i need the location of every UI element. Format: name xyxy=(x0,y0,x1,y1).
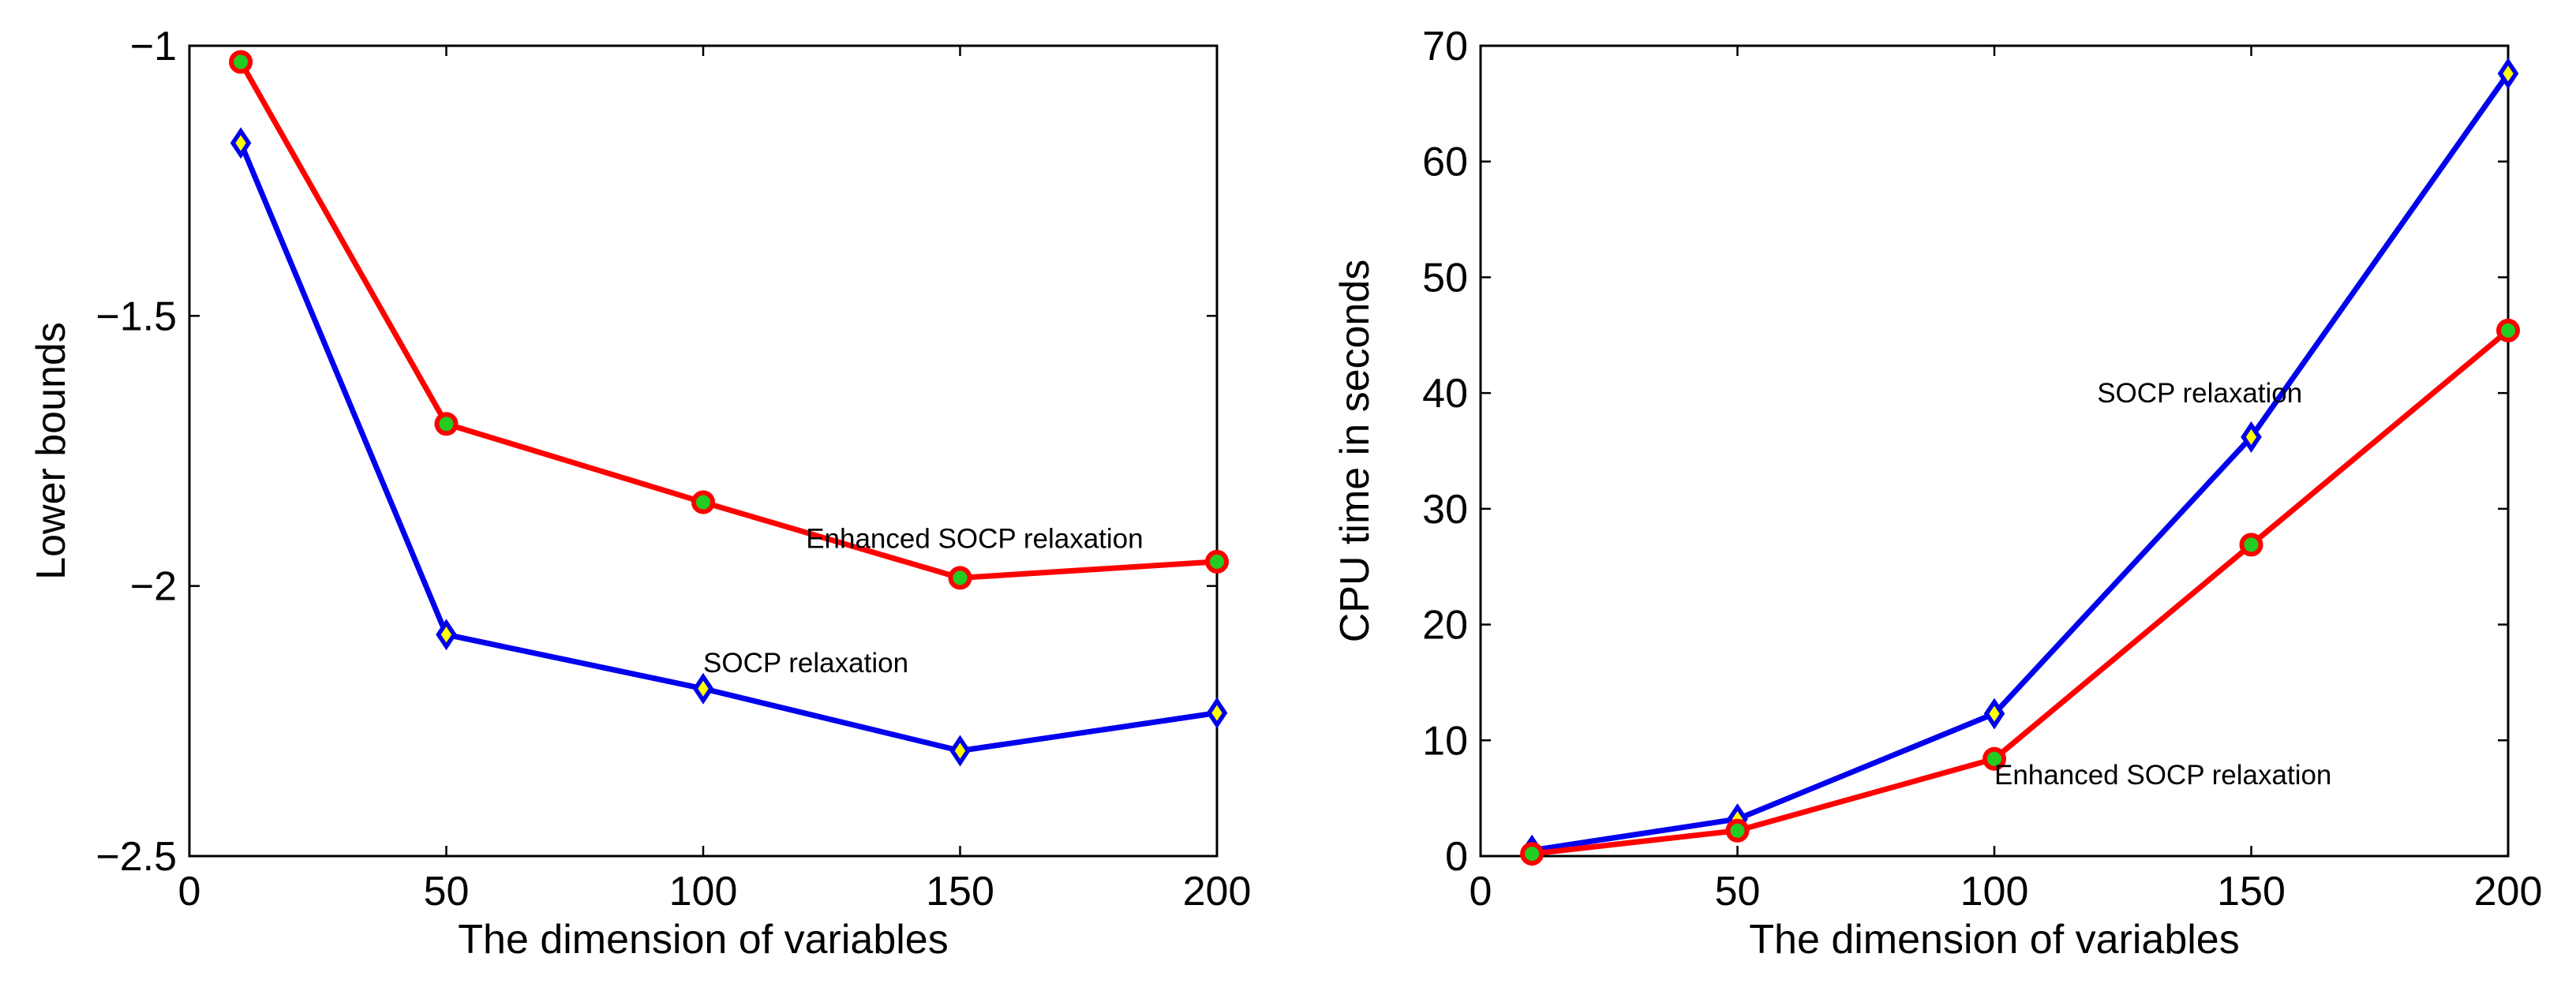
cpu-time-chart: 0 50 100 150 200 0 10 20 30 40 50 60 70 The dimension… xyxy=(1332,24,2542,963)
y-axis-title: Lower bounds xyxy=(28,322,74,580)
socp-relaxation-data-point xyxy=(230,127,252,159)
series-annotation: Enhanced SOCP relaxation xyxy=(1994,760,2331,791)
x-tick-label: 200 xyxy=(2474,869,2543,914)
enhanced-socp-relaxation-data-point xyxy=(1983,746,2006,771)
enhanced-socp-relaxation-data-point xyxy=(1205,549,1229,574)
y-tick-label: −2.5 xyxy=(95,834,177,880)
y-tick-label: −2 xyxy=(130,564,177,610)
x-tick-label: 50 xyxy=(1715,869,1761,914)
socp-relaxation-data-point xyxy=(949,735,971,767)
x-axis-title: The dimension of variables xyxy=(458,917,948,963)
socp-relaxation-data-point xyxy=(2497,58,2519,90)
enhanced-socp-relaxation-data-point xyxy=(2239,533,2263,557)
enhanced-socp-relaxation-data-point xyxy=(229,50,253,74)
cpu-time-plot-frame xyxy=(1479,44,2510,858)
series-annotation: SOCP relaxation xyxy=(703,648,908,679)
x-tick-label: 100 xyxy=(669,869,738,914)
x-tick-label: 0 xyxy=(178,869,201,914)
y-tick-label: 70 xyxy=(1422,24,1468,69)
lower-bounds-plot-frame xyxy=(188,44,1219,858)
y-tick-label: 60 xyxy=(1422,140,1468,185)
socp-relaxation-data-point xyxy=(1983,697,2005,730)
x-tick-label: 0 xyxy=(1470,869,1492,914)
enhanced-socp-relaxation-data-point xyxy=(434,412,459,436)
x-tick-label: 200 xyxy=(1183,869,1252,914)
y-tick-label: −1 xyxy=(130,24,177,69)
series-annotation: SOCP relaxation xyxy=(2097,378,2302,409)
enhanced-socp-relaxation-data-point xyxy=(2496,318,2520,342)
y-tick-label: 10 xyxy=(1422,718,1468,764)
series-annotation: Enhanced SOCP relaxation xyxy=(806,524,1143,555)
enhanced-socp-relaxation-data-point xyxy=(1725,818,1750,843)
y-tick-label: 50 xyxy=(1422,255,1468,301)
socp-relaxation-data-point xyxy=(692,672,714,705)
enhanced-socp-relaxation-data-point xyxy=(1520,842,1544,866)
socp-relaxation-data-point xyxy=(436,619,457,651)
y-tick-label: −1.5 xyxy=(95,294,177,339)
x-axis-title: The dimension of variables xyxy=(1749,917,2239,963)
x-tick-label: 100 xyxy=(1960,869,2029,914)
x-tick-label: 150 xyxy=(926,869,994,914)
x-tick-label: 150 xyxy=(2217,869,2286,914)
enhanced-socp-relaxation-data-point xyxy=(948,566,972,590)
y-tick-label: 0 xyxy=(1445,834,1468,880)
lower-bounds-chart: 0 50 100 150 200 −1 −1.5 −2 −2.5 The dimension of… xyxy=(28,24,1251,963)
socp-relaxation-data-point xyxy=(1206,697,1228,729)
socp-relaxation-data-point xyxy=(2241,421,2262,453)
y-tick-label: 40 xyxy=(1422,371,1468,417)
y-tick-label: 20 xyxy=(1422,603,1468,649)
y-tick-label: 30 xyxy=(1422,487,1468,533)
x-tick-label: 50 xyxy=(424,869,470,914)
enhanced-socp-relaxation-data-point xyxy=(691,490,715,514)
y-axis-title: CPU time in seconds xyxy=(1332,260,1378,643)
